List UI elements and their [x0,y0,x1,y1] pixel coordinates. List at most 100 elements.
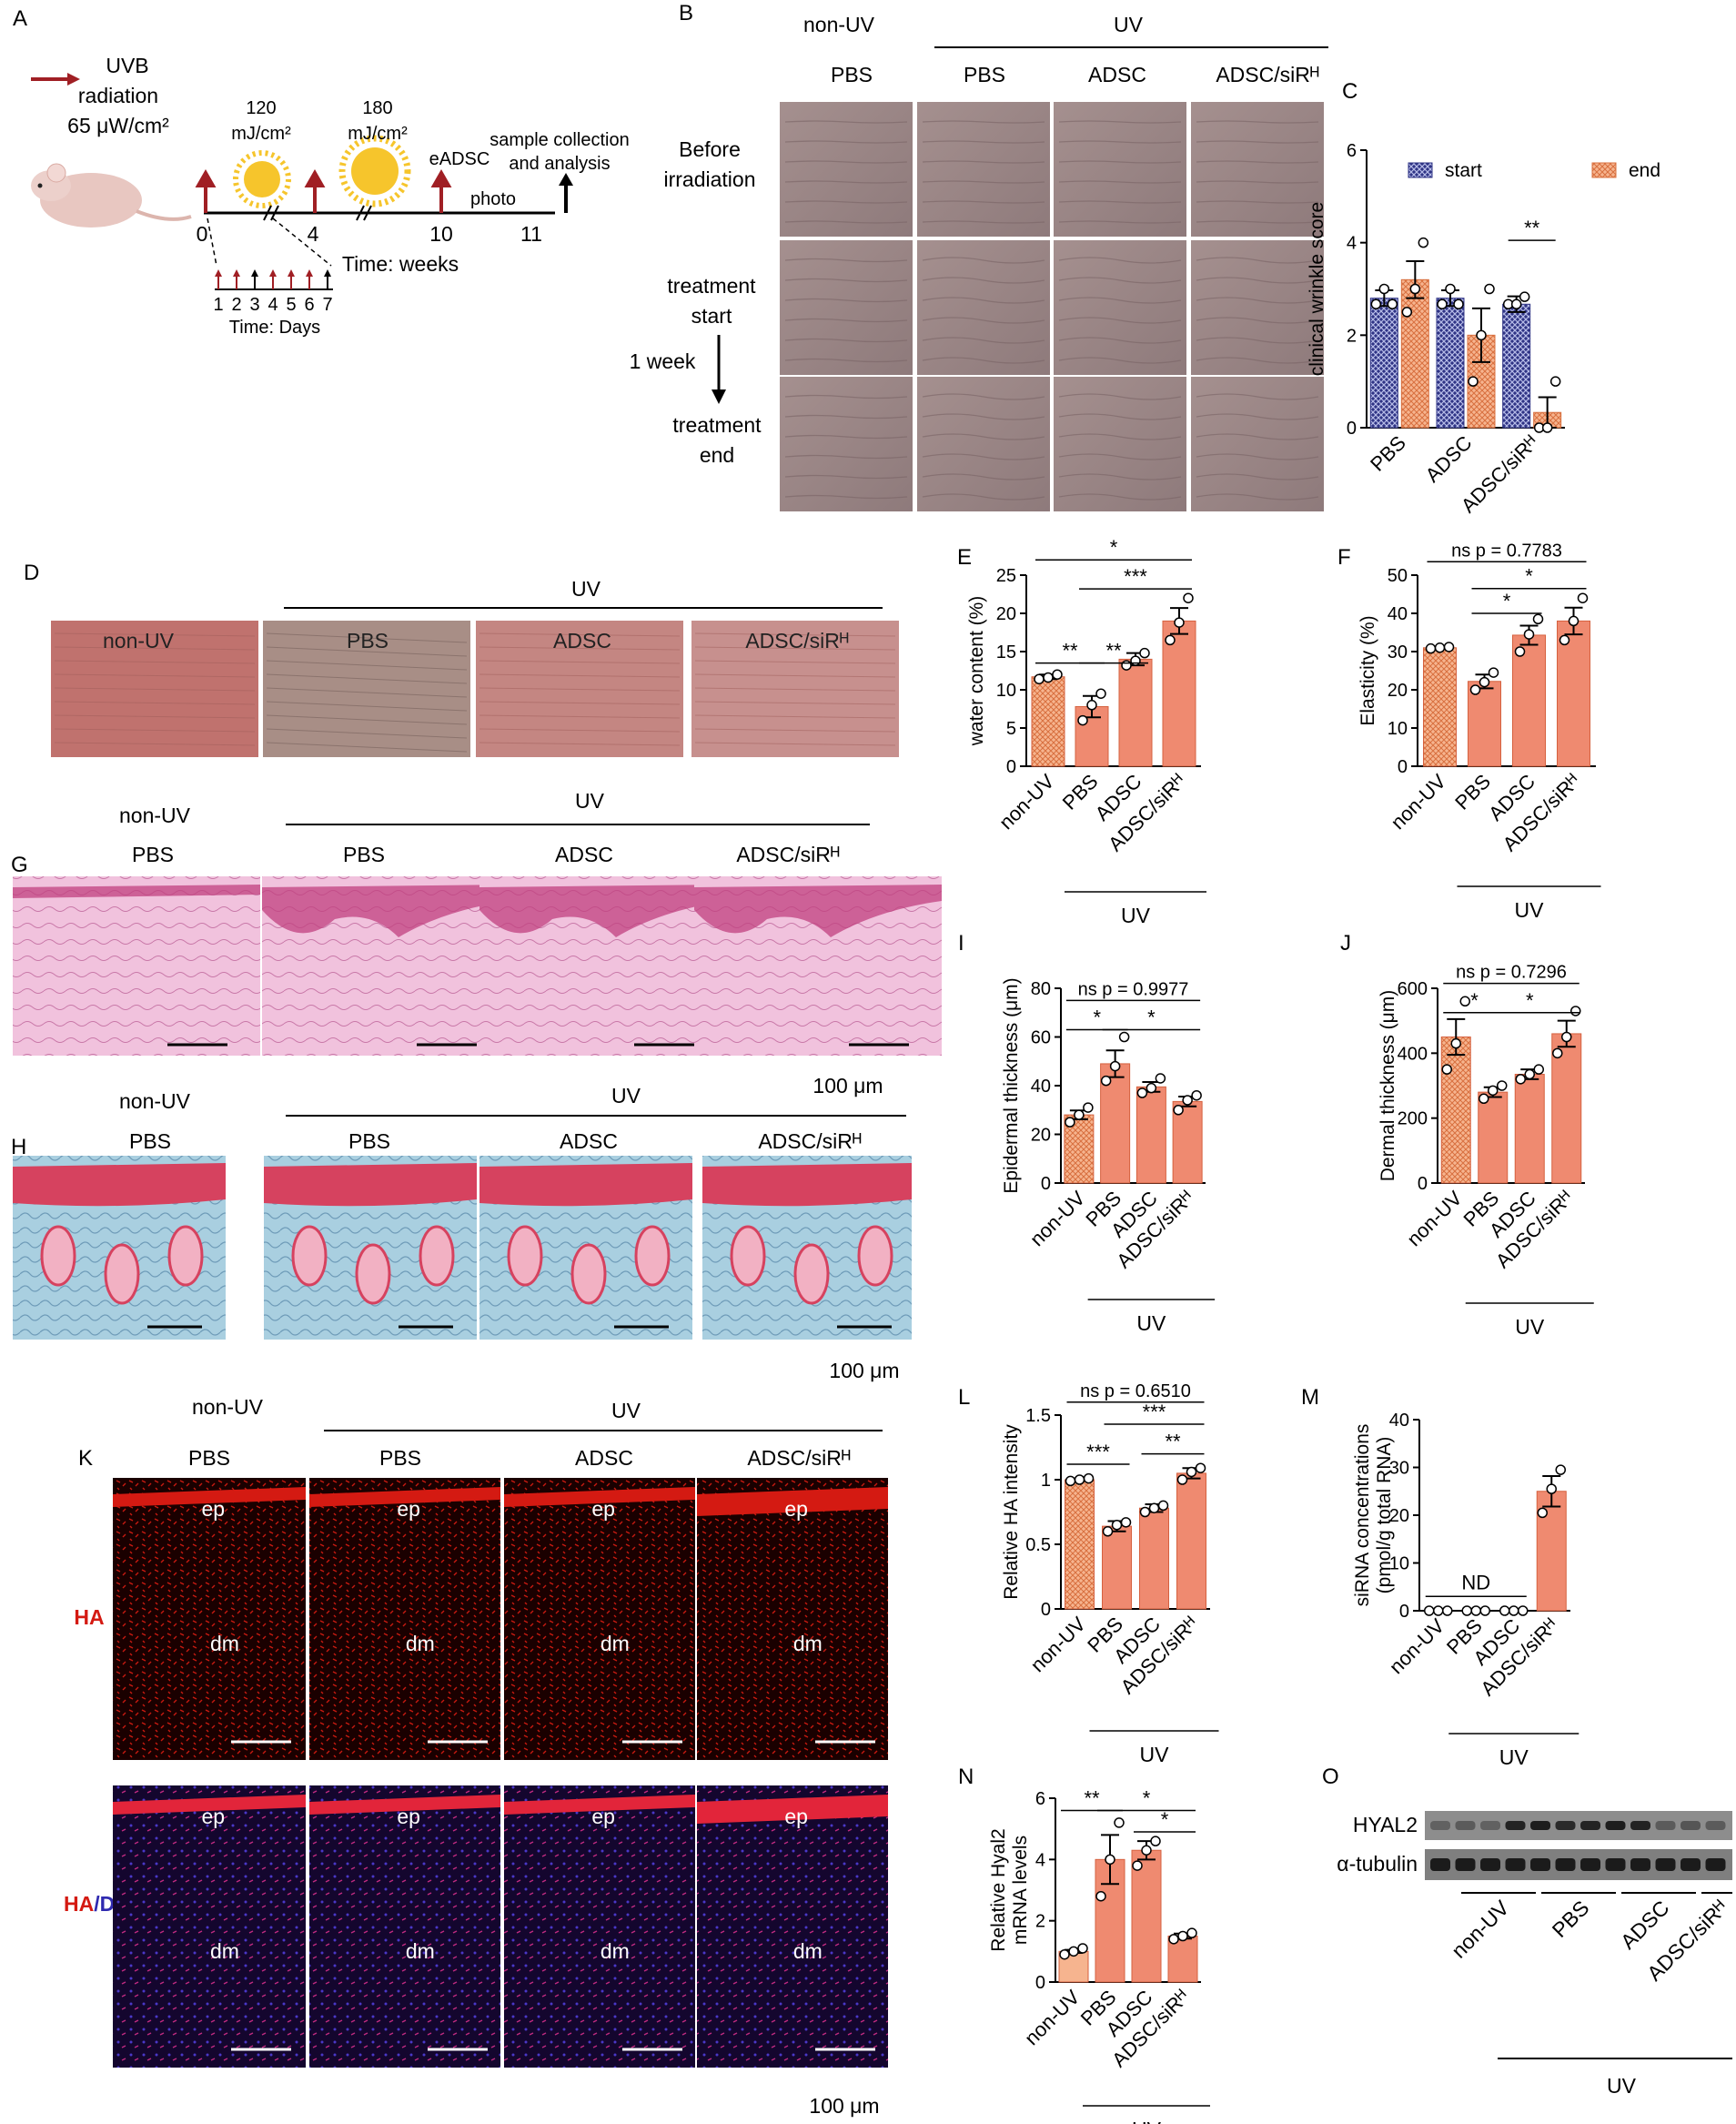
dm-label: dm [210,1939,239,1963]
y-tick-label: 5 [1006,719,1016,739]
y-axis-label: Elasticity (%) [1358,615,1378,725]
skin-photo [780,102,913,237]
panel-label-c: C [1342,79,1358,104]
panel-k-col-4: ADSC/siRᴴ [747,1446,851,1470]
panel-k-col-2: PBS [379,1446,421,1470]
skin-photo [1054,102,1186,237]
day-5: 5 [286,295,296,315]
data-point [1488,667,1499,678]
data-point [1387,298,1398,310]
data-point [1378,283,1390,295]
blot-band [1655,1821,1676,1830]
blot-band [1555,1821,1576,1830]
data-point [1095,688,1106,699]
bar [1102,1525,1132,1610]
data-point [1418,237,1429,248]
blot-band [1555,1858,1576,1871]
y-tick-label: 30 [1389,1459,1409,1479]
data-point [1186,1927,1197,1938]
row-start-2: start [691,304,732,328]
data-point [1541,422,1553,433]
data-point [1515,1074,1526,1085]
data-point [1442,1605,1453,1616]
ha-dapi-fluorescence-image [504,1785,695,2068]
ep-label: ep [397,1497,420,1521]
y-axis-label: water content (%) [966,596,987,747]
y-tick-label: 1.5 [1025,1406,1051,1426]
data-point [1434,642,1446,653]
panel-d-col-4: ADSC/siRᴴ [745,629,849,652]
ep-label: ep [591,1805,615,1828]
y-tick-label: 0 [1398,757,1408,777]
data-point [1537,1507,1548,1519]
data-point [1139,647,1150,659]
y-axis-label: Relative HA intensity [1001,1424,1022,1600]
y-tick-label: 20 [996,604,1016,624]
sun-icon [338,135,411,207]
panel-b-non-uv: non-UV [803,13,875,36]
data-point [1195,1462,1206,1473]
panel-label-o: O [1322,1765,1339,1789]
bar [1176,1472,1206,1610]
panel-b-col-2: PBS [964,63,1005,86]
data-point [1177,1930,1188,1942]
skin-photo [1191,102,1324,237]
y-tick-label: 4 [1347,234,1357,254]
day-1: 1 [213,295,223,315]
y-tick-label: 0 [1347,419,1357,439]
y-tick-label: 50 [1388,566,1408,586]
radiation-label: radiation [78,84,158,107]
data-point [1100,1075,1112,1087]
significance-label: ns p = 0.6510 [1080,1381,1191,1401]
significance-label: * [1503,590,1511,612]
data-point [1095,1890,1106,1902]
blot-band [1705,1858,1726,1871]
data-point [1453,298,1464,310]
dm-label: dm [793,1939,823,1963]
panel-label-f: F [1337,545,1351,570]
blot-band [1580,1858,1600,1871]
significance-label: ns p = 0.7296 [1456,963,1567,983]
panel-k-col-1: PBS [188,1446,230,1470]
blot-band [1605,1858,1626,1871]
data-point [1409,283,1421,295]
data-point [1479,1605,1490,1616]
data-point [1174,617,1185,628]
panel-g-col-2: PBS [343,843,385,866]
chart-c: 0 2 4 6 clinical wrinkle score start end PBS ADS… [1307,141,1660,517]
row-end-2: end [700,443,734,467]
uv-group-label: UV [1132,2118,1162,2124]
time-days-label: Time: Days [229,318,320,338]
bar [1131,1849,1162,1983]
data-point [1052,669,1063,680]
panel-d-photos: UV non-UV PBS ADSC ADSC/siRᴴ [51,577,899,757]
y-tick-label: 60 [1031,1028,1051,1048]
data-point [1524,1068,1535,1080]
data-point [1157,1500,1169,1512]
uv-group-label: UV [1515,1315,1545,1339]
data-point [1518,1605,1529,1616]
panel-label-m: M [1301,1385,1319,1410]
significance-label: ns p = 0.7783 [1451,541,1562,561]
data-point [1105,1854,1115,1866]
y-tick-label: 1 [1041,1471,1051,1491]
significance-label: ** [1524,217,1540,239]
panel-k-col-3: ADSC [575,1446,633,1470]
data-point [1469,684,1481,695]
day-2: 2 [231,295,241,315]
category-label: non-UV [1387,770,1451,834]
week-4: 4 [308,222,319,246]
y-axis-label: (pmol/g total RNA) [1374,1437,1395,1594]
bar [1557,620,1590,767]
significance-label: ** [1165,1431,1181,1453]
data-point [1165,634,1176,646]
category-label: non-UV [1026,1613,1091,1677]
data-point [1437,298,1448,310]
significance-label: ns p = 0.9977 [1078,979,1189,999]
skin-photo [917,102,1050,237]
y-tick-label: 10 [1389,1554,1409,1574]
bar [1031,676,1065,767]
row-before-2: irradiation [664,167,756,191]
y-tick-label: 40 [1389,1411,1409,1431]
panel-label-g: G [11,853,28,877]
